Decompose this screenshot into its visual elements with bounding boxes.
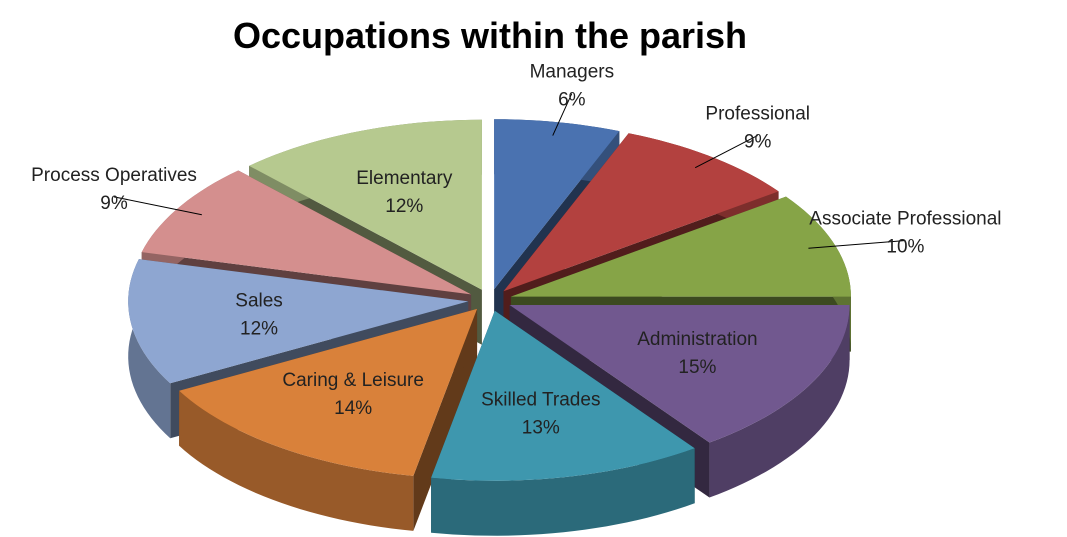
data-label: Caring & Leisure 14% [282,370,424,419]
value-label: 15% [678,357,716,378]
value-label: 13% [522,418,560,439]
category-label: Sales [235,291,283,312]
data-label: Elementary 12% [356,168,453,217]
leader-line [113,196,202,216]
value-label: 9% [744,131,772,152]
category-label: Managers [530,61,615,82]
slice-top [249,119,482,290]
slice-top [431,310,695,481]
slice [431,310,695,536]
leader-line [808,240,906,249]
slice-wall [431,448,695,536]
data-label: Associate Professional 10% [809,209,1001,258]
category-label: Associate Professional [809,209,1001,230]
value-label: 12% [240,319,278,340]
slice-top [141,170,472,295]
slice-wall [179,390,414,531]
value-label: 6% [558,89,586,110]
data-label: Sales 12% [235,291,283,340]
slice-top [128,259,469,384]
category-label: Elementary [356,168,453,189]
slice-top [494,119,620,290]
category-label: Process Operatives [31,165,197,186]
value-label: 9% [100,193,128,214]
leader-line [552,93,573,136]
category-label: Skilled Trades [481,390,600,411]
data-label: Managers 6% [530,61,615,110]
value-label: 12% [385,196,423,217]
slice-top [503,133,779,292]
data-label: Administration 15% [637,329,757,378]
data-label: Process Operatives 9% [31,165,197,214]
slice-top [510,196,851,297]
category-label: Professional [705,103,810,124]
leader-line [694,134,758,169]
data-label: Professional 9% [705,103,810,152]
category-label: Administration [637,329,757,350]
category-label: Caring & Leisure [282,370,424,391]
chart-title: Occupations within the parish [233,15,747,56]
slice-top [179,308,478,476]
slice [179,308,478,531]
value-label: 10% [886,237,924,258]
value-label: 14% [334,398,372,419]
slice-top [509,304,850,443]
data-label: Skilled Trades 13% [481,390,600,439]
slice-wall [709,304,850,498]
